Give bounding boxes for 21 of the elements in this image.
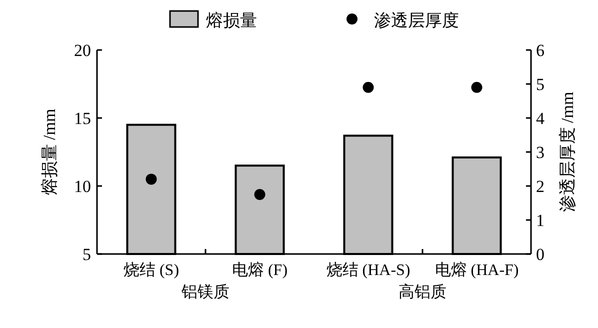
legend-label: 熔损量 xyxy=(206,11,257,30)
y2label: 渗透层厚度 /mm xyxy=(558,92,577,212)
ytick: 10 xyxy=(74,177,91,196)
ytick: 20 xyxy=(74,41,91,60)
y2tick: 6 xyxy=(536,41,544,60)
legend-label: 渗透层厚度 xyxy=(374,11,459,30)
y2tick: 3 xyxy=(536,143,544,162)
y2tick: 2 xyxy=(536,177,544,196)
xtick: 电熔 (F) xyxy=(232,262,288,279)
y2tick: 0 xyxy=(536,245,544,264)
xtick: 电熔 (HA-F) xyxy=(434,262,519,279)
xtick: 烧结 (S) xyxy=(123,262,180,279)
y2tick: 5 xyxy=(536,75,544,94)
ytick: 15 xyxy=(74,109,91,128)
xtick: 烧结 (HA-S) xyxy=(326,262,410,279)
y2tick: 1 xyxy=(536,211,544,230)
ylabel: 熔损量 /mm xyxy=(40,108,59,196)
annotation: 铝镁质 xyxy=(182,284,230,301)
ytick: 5 xyxy=(82,245,91,264)
y2tick: 4 xyxy=(536,109,544,128)
annotation: 高铝质 xyxy=(398,284,446,301)
